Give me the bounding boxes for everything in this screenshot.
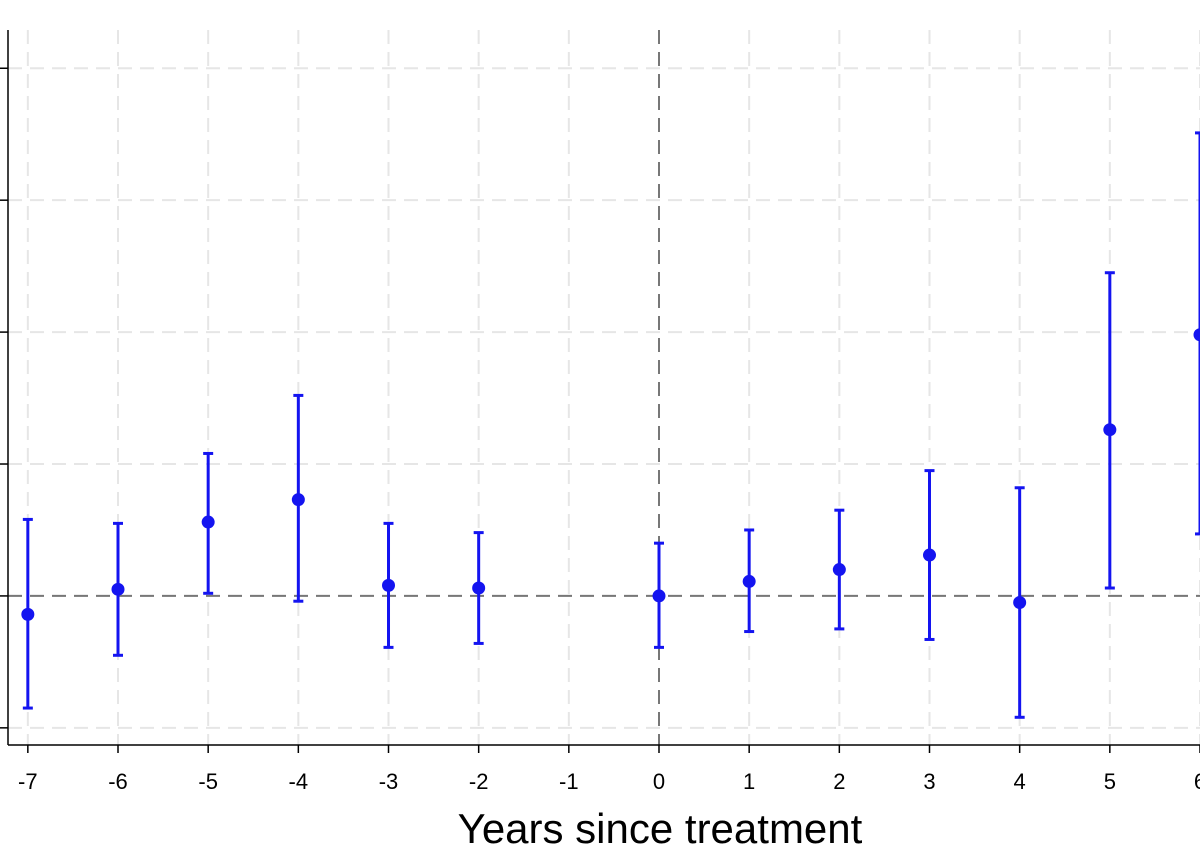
- x-tick-label: 6: [1194, 769, 1200, 794]
- point: [742, 574, 756, 588]
- point: [382, 578, 396, 592]
- x-tick-label: -3: [379, 769, 399, 794]
- point: [201, 515, 215, 529]
- point: [291, 493, 305, 507]
- x-tick-label: 2: [833, 769, 845, 794]
- point: [1193, 328, 1200, 342]
- point: [472, 581, 486, 595]
- point: [652, 589, 666, 603]
- x-tick-label: -5: [198, 769, 218, 794]
- x-tick-label: -4: [289, 769, 309, 794]
- point: [923, 548, 937, 562]
- x-tick-label: -6: [108, 769, 128, 794]
- point: [111, 582, 125, 596]
- x-tick-label: 1: [743, 769, 755, 794]
- x-tick-label: -7: [18, 769, 38, 794]
- x-tick-label: 4: [1014, 769, 1026, 794]
- point: [1013, 596, 1027, 610]
- x-tick-label: 0: [653, 769, 665, 794]
- point: [1103, 423, 1117, 437]
- point: [21, 607, 35, 621]
- x-tick-label: 5: [1104, 769, 1116, 794]
- x-tick-label: 3: [923, 769, 935, 794]
- x-tick-label: -2: [469, 769, 489, 794]
- x-axis-title: Years since treatment: [458, 805, 863, 852]
- x-tick-label: -1: [559, 769, 579, 794]
- point: [832, 563, 846, 577]
